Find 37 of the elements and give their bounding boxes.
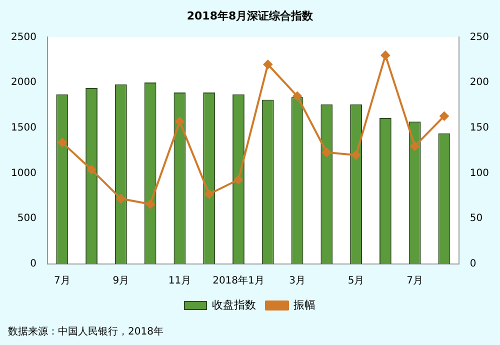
point: [175, 117, 184, 126]
point: [410, 142, 420, 151]
point: [58, 138, 67, 147]
point: [292, 92, 302, 101]
x-tick-label: 11月: [168, 276, 192, 287]
y2-tick-label: 100: [470, 168, 490, 179]
legend-label: 收盘指数: [212, 298, 256, 312]
x-tick-label: 3月: [289, 276, 306, 287]
y2-tick-label: 0: [470, 258, 476, 270]
point: [116, 194, 126, 204]
source-note: 数据来源：中国人民银行，2018年: [8, 326, 164, 338]
point: [204, 190, 214, 199]
legend-label: 振幅: [294, 298, 316, 312]
y2-tick-label: 200: [470, 77, 490, 88]
point: [263, 60, 272, 69]
x-tick-label: 7月: [54, 276, 70, 287]
y-tick-label: 0: [30, 258, 36, 270]
y-tick-label: 500: [17, 213, 36, 224]
y2-tick-label: 150: [470, 122, 490, 134]
x-tick-label: 2018年1月: [212, 274, 264, 287]
point: [87, 165, 96, 174]
point: [380, 50, 390, 60]
point: [352, 150, 361, 160]
point: [322, 148, 332, 157]
y-tick-label: 1000: [10, 168, 36, 179]
x-tick-label: 7月: [406, 276, 424, 287]
y2-tick-label: 250: [470, 32, 490, 43]
chart-title: 2018年8月深证综合指数: [186, 9, 314, 22]
y-tick-label: 2500: [10, 32, 36, 43]
x-tick-label: 9月: [112, 276, 130, 287]
y-tick-label: 1500: [10, 122, 36, 134]
point: [440, 112, 449, 121]
point: [146, 200, 155, 209]
y-tick-label: 2000: [10, 77, 36, 88]
point: [234, 175, 243, 184]
x-tick-label: 5月: [348, 276, 364, 287]
y2-tick-label: 50: [470, 213, 483, 224]
